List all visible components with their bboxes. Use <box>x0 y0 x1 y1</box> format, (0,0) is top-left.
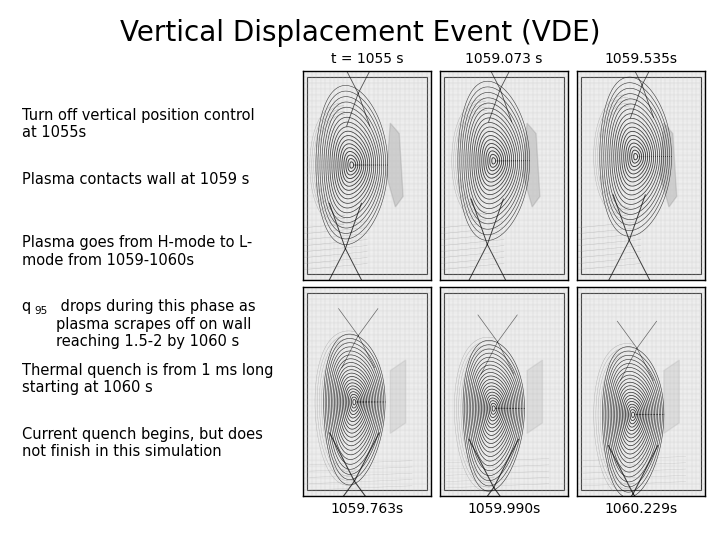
Text: 1059.535s: 1059.535s <box>604 52 678 66</box>
Text: 1060.229s: 1060.229s <box>604 502 678 516</box>
Text: drops during this phase as
plasma scrapes off on wall
reaching 1.5-2 by 1060 s: drops during this phase as plasma scrape… <box>56 299 256 349</box>
Text: q: q <box>22 299 31 314</box>
Text: Current quench begins, but does
not finish in this simulation: Current quench begins, but does not fini… <box>22 427 263 459</box>
Text: 95: 95 <box>35 306 48 316</box>
Text: 1059.990s: 1059.990s <box>467 502 541 516</box>
Polygon shape <box>660 123 677 207</box>
Polygon shape <box>387 123 403 207</box>
Polygon shape <box>527 360 542 434</box>
Polygon shape <box>523 123 540 207</box>
Text: Turn off vertical position control
at 1055s: Turn off vertical position control at 10… <box>22 108 254 140</box>
Polygon shape <box>390 360 405 434</box>
Text: Vertical Displacement Event (VDE): Vertical Displacement Event (VDE) <box>120 19 600 47</box>
Text: Thermal quench is from 1 ms long
starting at 1060 s: Thermal quench is from 1 ms long startin… <box>22 363 273 395</box>
Text: Plasma goes from H-mode to L-
mode from 1059-1060s: Plasma goes from H-mode to L- mode from … <box>22 235 252 268</box>
Polygon shape <box>664 360 679 434</box>
Text: Plasma contacts wall at 1059 s: Plasma contacts wall at 1059 s <box>22 172 249 187</box>
Text: t = 1055 s: t = 1055 s <box>331 52 403 66</box>
Text: 1059.763s: 1059.763s <box>330 502 404 516</box>
Text: 1059.073 s: 1059.073 s <box>465 52 543 66</box>
